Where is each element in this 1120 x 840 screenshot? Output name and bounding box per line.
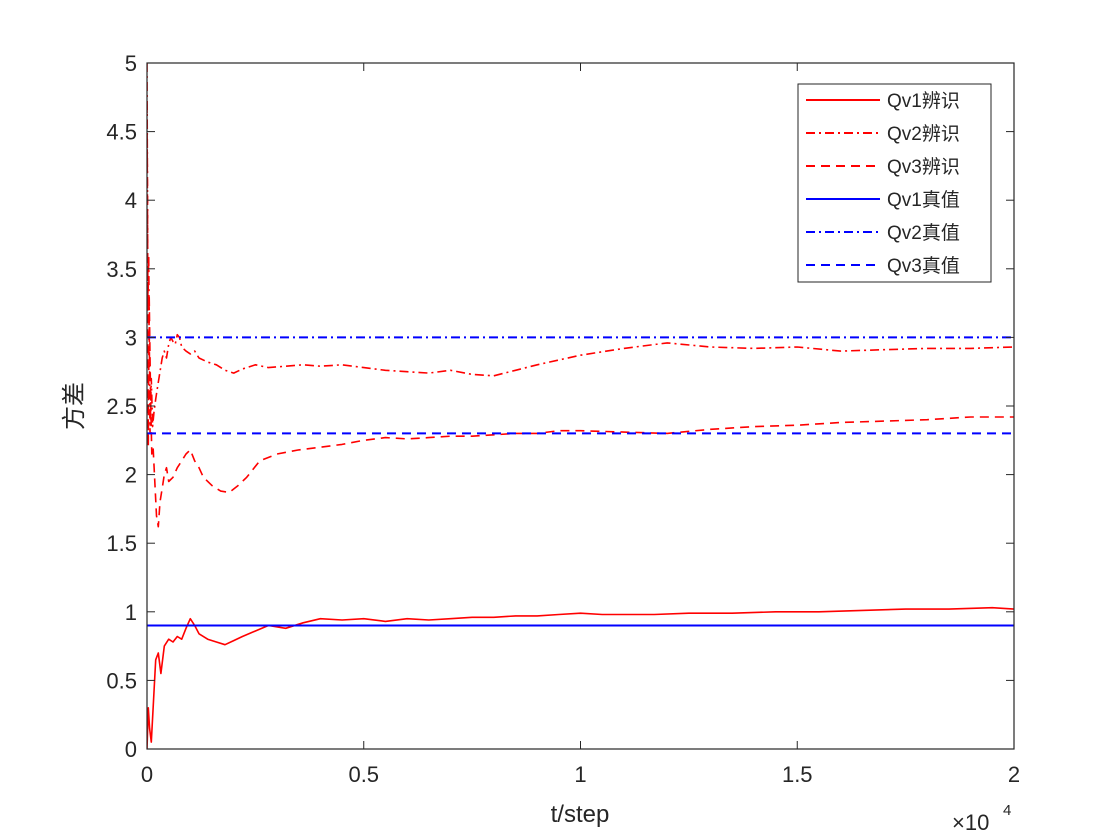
legend-label: Qv2真值	[887, 222, 960, 244]
legend: Qv1辨识 Qv2辨识 Qv3辨识 Qv1真值 Qv2真值 Qv3真值	[797, 83, 992, 283]
legend-label: Qv3真值	[887, 255, 960, 277]
y-axis-label: 方差	[60, 382, 88, 430]
legend-label: Qv1真值	[887, 189, 960, 211]
series-line	[147, 104, 1014, 528]
x-tick-label: 1	[574, 762, 586, 787]
legend-label: Qv3辨识	[887, 156, 960, 178]
x-exponent-power: 4	[1003, 802, 1011, 819]
y-tick-label: 3	[125, 325, 137, 350]
series-line	[147, 606, 1014, 749]
y-tick-label: 0.5	[106, 668, 137, 693]
tick-layer: 0 0.5 1 1.5 2 0 0.5 1 1.5 2 2.5 3 3.5 4 4.5 5	[106, 51, 1020, 787]
y-tick-label: 4.5	[106, 120, 137, 145]
y-tick-label: 1.5	[106, 531, 137, 556]
series-layer	[147, 63, 1014, 749]
y-tick-label: 4	[125, 188, 137, 213]
legend-box	[797, 83, 992, 283]
y-tick-label: 2	[125, 463, 137, 488]
x-exponent-base: ×10	[952, 810, 989, 835]
y-tick-label: 1	[125, 600, 137, 625]
x-tick-label: 1.5	[782, 762, 813, 787]
legend-label: Qv1辨识	[887, 90, 960, 112]
x-axis-label: t/step	[551, 801, 610, 828]
x-exponent: ×10 4	[952, 802, 1011, 835]
y-tick-label: 5	[125, 51, 137, 76]
y-tick-label: 2.5	[106, 394, 137, 419]
legend-label: Qv2辨识	[887, 123, 960, 145]
x-tick-label: 0	[141, 762, 153, 787]
y-tick-label: 0	[125, 737, 137, 762]
x-tick-label: 0.5	[348, 762, 379, 787]
series-line	[147, 63, 1014, 435]
x-tick-label: 2	[1008, 762, 1020, 787]
y-tick-label: 3.5	[106, 257, 137, 282]
